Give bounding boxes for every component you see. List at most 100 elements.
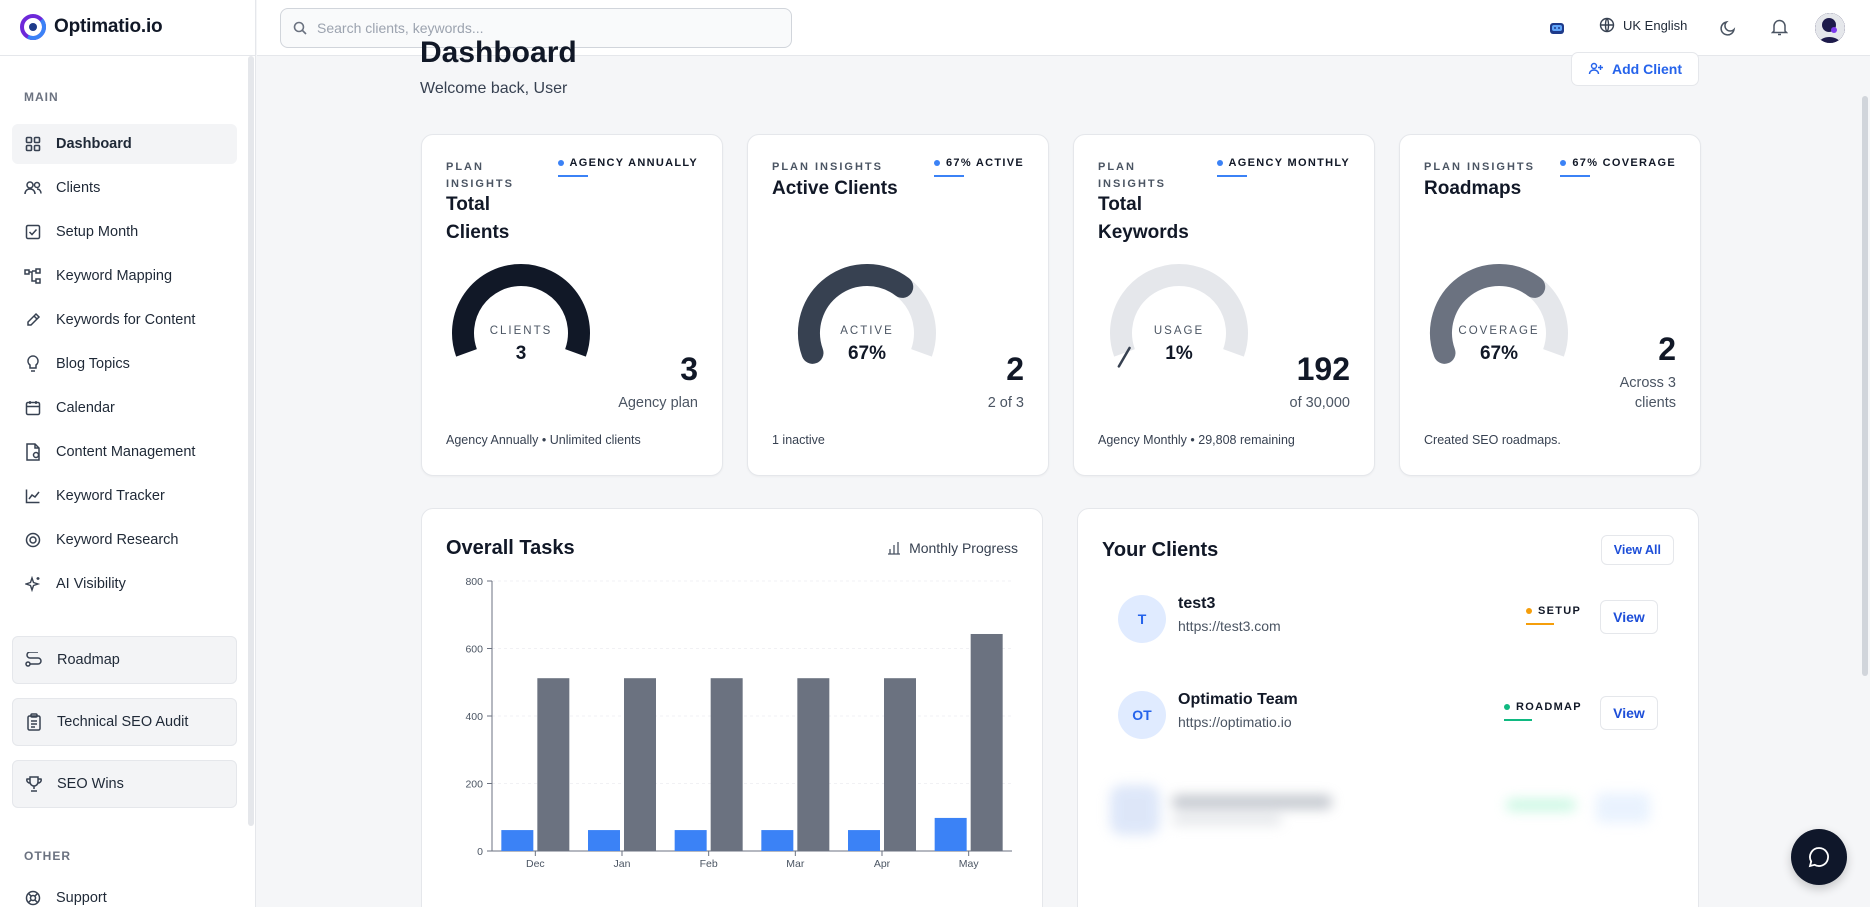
- tasks-bar-chart: 0 200 400 600 800 Dec Jan Feb Mar Apr May: [465, 576, 1012, 869]
- gauge-value: 67%: [847, 343, 887, 364]
- badge-label: 67% ACTIVE: [945, 157, 1024, 169]
- bar: [501, 830, 534, 851]
- sidebar-item-seo-wins[interactable]: SEO Wins: [12, 760, 237, 808]
- bar: [797, 678, 830, 851]
- y-tick-label: 600: [465, 644, 483, 656]
- bar: [761, 830, 794, 851]
- stat-value: 192: [1296, 351, 1350, 387]
- search-input[interactable]: [317, 20, 757, 36]
- search-box[interactable]: [280, 8, 792, 48]
- bar: [970, 633, 1003, 851]
- sidebar-item-ai-visibility[interactable]: AI Visibility: [12, 564, 237, 604]
- client-url: https://test3.com: [1178, 618, 1281, 634]
- robot-icon[interactable]: [1549, 20, 1565, 36]
- stat-value: 3: [680, 351, 698, 387]
- gauge-label: COVERAGE: [1458, 325, 1540, 337]
- monthly-progress-toggle[interactable]: Monthly Progress: [887, 540, 1018, 556]
- page-scrollbar[interactable]: [1862, 96, 1868, 676]
- sidebar-item-keyword-research[interactable]: Keyword Research: [12, 520, 237, 560]
- sidebar-item-label: Roadmap: [57, 652, 120, 668]
- gauge-track: [1110, 264, 1248, 357]
- flow-icon: [24, 267, 42, 285]
- sidebar-item-blog-topics[interactable]: Blog Topics: [12, 344, 237, 384]
- badge-underline: [933, 175, 964, 177]
- sidebar-item-keyword-tracker[interactable]: Keyword Tracker: [12, 476, 237, 516]
- logo-icon: [20, 14, 46, 40]
- sidebar-item-setup-month[interactable]: Setup Month: [12, 212, 237, 252]
- card-eyebrow: PLAN INSIGHTS: [1424, 161, 1535, 173]
- status-underline: [1526, 623, 1554, 625]
- sidebar-item-dashboard[interactable]: Dashboard: [12, 124, 237, 164]
- plan-badge: 67% ACTIVE: [933, 157, 1024, 177]
- brand[interactable]: Optimatio.io: [20, 14, 163, 40]
- divider: [0, 55, 256, 56]
- bar: [624, 678, 656, 851]
- moon-icon[interactable]: [1720, 19, 1737, 36]
- topbar: UK English: [257, 0, 1870, 56]
- sidebar-scrollbar[interactable]: [248, 56, 254, 826]
- card-title-line: Total: [446, 194, 490, 215]
- bar: [934, 817, 967, 851]
- y-tick-label: 0: [477, 846, 483, 858]
- client-name: Optimatio Team: [1178, 691, 1298, 708]
- stat-subtext: Agency plan: [618, 395, 698, 411]
- language-selector[interactable]: UK English: [1599, 17, 1687, 33]
- sidebar-item-keywords-for-content[interactable]: Keywords for Content: [12, 300, 237, 340]
- card-footer: 1 inactive: [772, 433, 825, 447]
- bar: [588, 830, 620, 851]
- x-tick-label: Dec: [526, 858, 545, 869]
- sidebar-item-clients[interactable]: Clients: [12, 168, 237, 208]
- view-client-button[interactable]: View: [1600, 696, 1658, 730]
- welcome-text: Welcome back, User: [420, 80, 568, 97]
- add-client-button[interactable]: Add Client: [1571, 52, 1699, 86]
- chat-button[interactable]: [1791, 829, 1847, 885]
- section-main-label: MAIN: [24, 90, 59, 104]
- badge-underline: [1216, 175, 1247, 177]
- view-client-button[interactable]: View: [1600, 600, 1658, 634]
- status-dot: [1216, 160, 1223, 166]
- plan-badge: 67% COVERAGE: [1560, 157, 1676, 177]
- user-avatar[interactable]: [1815, 13, 1845, 43]
- sidebar-item-technical-seo-audit[interactable]: Technical SEO Audit: [12, 698, 237, 746]
- gauge-value: 1%: [1165, 343, 1193, 364]
- sidebar-item-label: SEO Wins: [57, 776, 124, 792]
- stat-subtext-line: Across 3: [1619, 375, 1676, 391]
- sidebar-item-roadmap[interactable]: Roadmap: [12, 636, 237, 684]
- card-title-line: Total: [1098, 194, 1142, 215]
- sidebar-item-keyword-mapping[interactable]: Keyword Mapping: [12, 256, 237, 296]
- plan-badge: AGENCY ANNUALLY: [557, 157, 699, 177]
- blurred-client-row: [1106, 775, 1666, 845]
- card-title-line: Keywords: [1098, 222, 1189, 243]
- chat-bubble-icon: [1807, 845, 1831, 869]
- gauge-fill: [798, 264, 914, 364]
- bell-icon[interactable]: [1771, 18, 1788, 36]
- search-icon: [293, 21, 307, 35]
- card-title: Total Keywords: [1098, 191, 1189, 247]
- stat-card-roadmaps: PLAN INSIGHTS 67% COVERAGE Roadmaps COVE…: [1399, 134, 1701, 476]
- support-icon: [24, 889, 42, 907]
- client-row[interactable]: T test3 https://test3.com SETUP View: [1118, 591, 1658, 647]
- status-dot: [933, 160, 940, 166]
- sidebar: Optimatio.io MAIN Dashboard Clients Setu…: [0, 0, 256, 907]
- status-badge: ROADMAP: [1504, 701, 1582, 721]
- panel-title: Your Clients: [1102, 539, 1219, 561]
- monthly-progress-label: Monthly Progress: [909, 540, 1018, 556]
- stat-subtext: of 30,000: [1289, 395, 1350, 411]
- view-all-button[interactable]: View All: [1600, 535, 1674, 565]
- sidebar-item-calendar[interactable]: Calendar: [12, 388, 237, 428]
- sidebar-item-content-management[interactable]: Content Management: [12, 432, 237, 472]
- sidebar-item-support[interactable]: Support: [12, 878, 237, 907]
- gauge-fill: [1430, 264, 1546, 364]
- sparkle-icon: [24, 575, 42, 593]
- status-dot: [1560, 160, 1567, 166]
- sidebar-item-label: Dashboard: [56, 136, 132, 152]
- stat-card-total-keywords: PLAN INSIGHTS AGENCY MONTHLY Total Keywor…: [1073, 134, 1375, 476]
- sidebar-item-label: Technical SEO Audit: [57, 714, 189, 730]
- page-title: Dashboard: [420, 36, 577, 69]
- status-dot: [1504, 704, 1510, 710]
- line-chart-icon: [24, 487, 42, 505]
- card-title: Roadmaps: [1424, 178, 1522, 199]
- card-eyebrow: PLAN INSIGHTS: [1098, 161, 1166, 190]
- globe-icon: [1599, 17, 1615, 33]
- client-row[interactable]: OT Optimatio Team https://optimatio.io R…: [1118, 687, 1658, 743]
